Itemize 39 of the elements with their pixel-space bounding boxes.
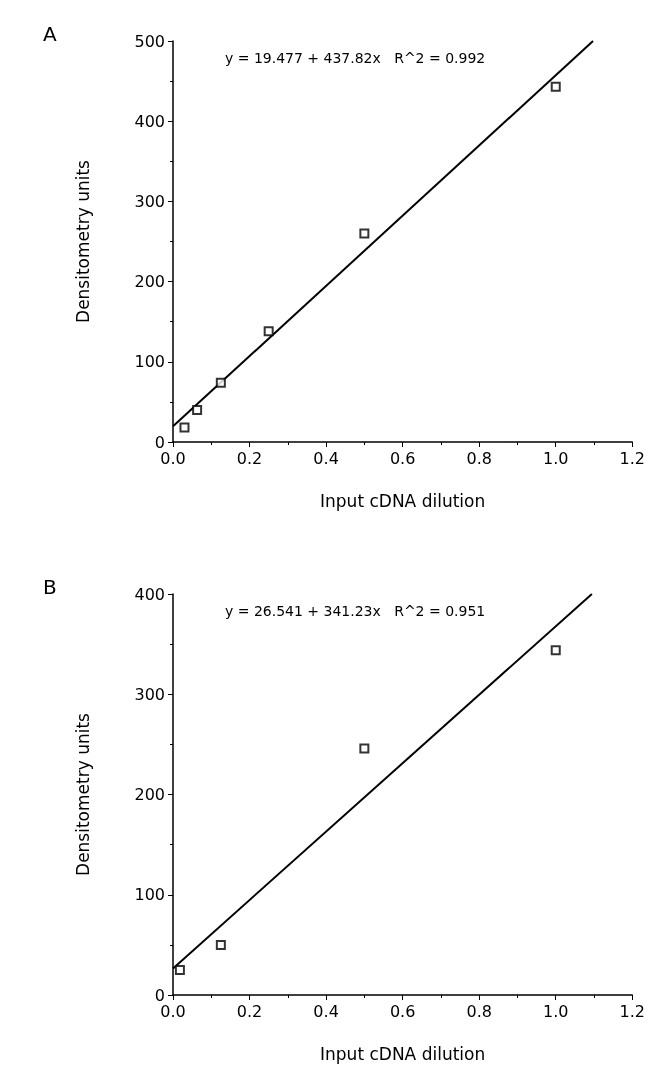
- x-axis-title: Input cDNA dilution: [320, 490, 486, 511]
- point: [215, 939, 226, 950]
- chart-title: A: [43, 22, 57, 46]
- x-axis-title: Input cDNA dilution: [320, 1043, 486, 1064]
- x-tick-label: 1.2: [619, 448, 645, 468]
- y-tick-label: 400: [134, 584, 165, 604]
- point: [263, 326, 274, 337]
- y-tick-label: 300: [134, 191, 165, 211]
- y-axis-title: Densitometry units: [72, 159, 93, 323]
- x-tick-label: 1.2: [619, 1001, 645, 1021]
- y-tick-label: 100: [134, 885, 165, 905]
- point: [179, 422, 190, 433]
- chart-title: B: [43, 575, 57, 599]
- x-tick-label: 0.4: [313, 1001, 339, 1021]
- y-tick-label: 200: [134, 785, 165, 804]
- y-axis-title: Densitometry units: [72, 712, 93, 876]
- x-tick-label: 0.6: [389, 448, 416, 468]
- x-tick-label: 1.0: [543, 1001, 569, 1021]
- y-tick-label: 500: [134, 31, 165, 51]
- x-tick-label: 0.2: [236, 448, 263, 468]
- annotation: y = 19.477 + 437.82x R^2 = 0.992: [225, 50, 486, 66]
- x-tick-label: 0.4: [313, 448, 339, 468]
- x-tick-label: 0.8: [466, 448, 492, 468]
- x-tick-label: 0.2: [236, 1001, 263, 1021]
- point: [359, 743, 370, 754]
- y-tick-label: 100: [134, 352, 165, 372]
- y-tick-label: 300: [134, 684, 165, 704]
- y-tick-label: 400: [134, 111, 165, 131]
- point: [550, 645, 561, 656]
- y-tick-label: 200: [134, 272, 165, 292]
- x-tick-label: 0.8: [466, 1001, 492, 1021]
- x-tick-label: 0.6: [389, 1001, 416, 1021]
- point: [192, 404, 203, 415]
- x-tick-label: 1.0: [543, 448, 569, 468]
- point: [550, 81, 561, 92]
- point: [359, 228, 370, 239]
- point: [215, 377, 226, 388]
- point: [174, 964, 185, 975]
- annotation: y = 26.541 + 341.23x R^2 = 0.951: [225, 603, 486, 619]
